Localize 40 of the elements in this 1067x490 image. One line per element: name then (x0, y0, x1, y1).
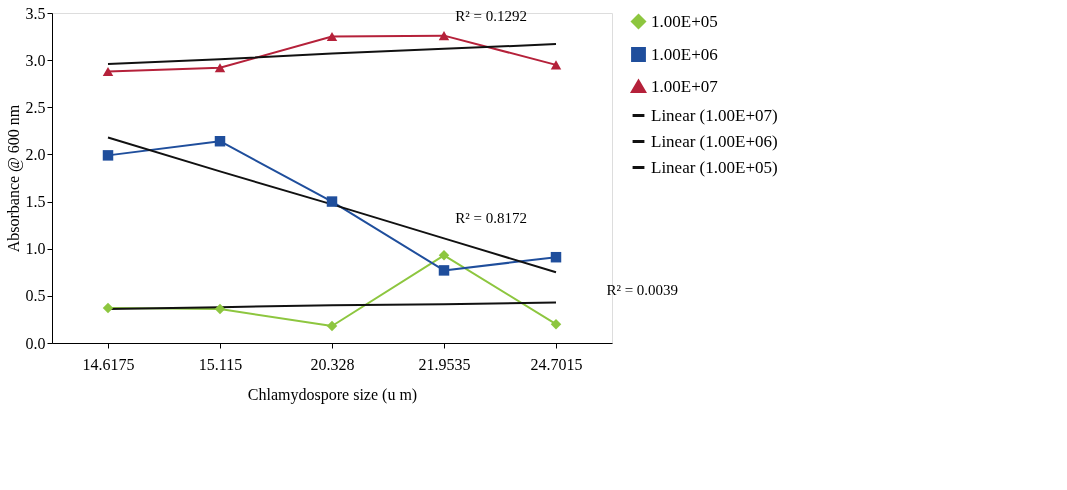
point (550, 318, 562, 330)
y-tick-label: 0.5 (25, 287, 46, 305)
x-tick-label: 20.328 (310, 355, 355, 373)
x-tick-label: 14.6175 (82, 355, 135, 373)
point (326, 320, 338, 332)
y-tick-label: 1.5 (25, 193, 46, 211)
point (102, 302, 114, 314)
x-axis-title: Chlamydospore size (u m) (247, 385, 418, 404)
legend-label: Linear (1.00E+06) (651, 131, 778, 151)
annotation: R² = 0.1292 (455, 8, 527, 25)
point (102, 150, 114, 161)
annotation: R² = 0.0039 (606, 282, 679, 299)
y-tick-label: 1.0 (25, 240, 46, 258)
legend-label: 1.00E+05 (651, 11, 718, 31)
line-series (107, 43, 557, 65)
x-tick-label: 24.7015 (530, 355, 583, 373)
x-tick-label: 15.115 (198, 355, 243, 373)
point (550, 251, 562, 263)
legend-label: Linear (1.00E+07) (651, 105, 778, 125)
y-tick-label: 0.0 (25, 334, 46, 352)
legend-label: 1.00E+06 (651, 44, 718, 64)
legend-label: 1.00E+07 (651, 76, 719, 96)
point (550, 60, 562, 70)
annotation: R² = 0.8172 (455, 209, 527, 226)
y-tick-label: 3.0 (25, 51, 46, 69)
point (438, 265, 450, 276)
point (214, 135, 226, 147)
point (438, 250, 450, 261)
point (214, 63, 226, 73)
point (214, 303, 226, 315)
point (102, 66, 114, 76)
point (438, 31, 450, 41)
legend-label: Linear (1.00E+05) (651, 157, 778, 177)
point (326, 196, 338, 207)
y-tick-label: 2.0 (25, 145, 46, 163)
y-axis-title: Absorbance @ 600 nm (4, 104, 23, 253)
y-tick-label: 2.5 (25, 98, 46, 116)
y-tick-label: 3.5 (25, 4, 46, 22)
point (326, 32, 338, 42)
x-tick-label: 21.9535 (418, 355, 471, 373)
